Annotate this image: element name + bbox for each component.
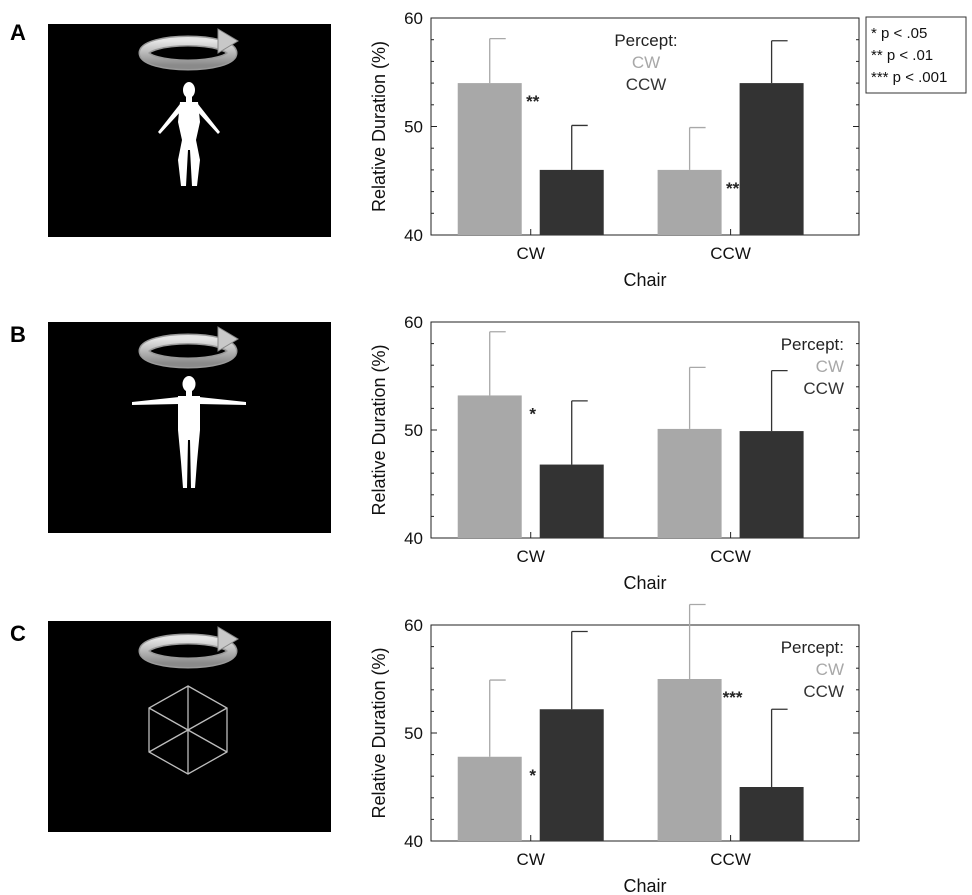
x-tick-label: CW xyxy=(517,547,545,566)
significance-key: * p < .05 ** p < .01 *** p < .001 xyxy=(865,16,967,94)
necker-cube-icon xyxy=(148,685,228,775)
bar-ccw-cw xyxy=(539,464,604,538)
key-line-1: * p < .05 xyxy=(871,25,927,42)
y-axis-label: Relative Duration (%) xyxy=(369,344,389,515)
bar-cw-ccw xyxy=(657,428,722,538)
x-axis-label: Chair xyxy=(623,573,666,593)
panel-letter-a: A xyxy=(10,20,26,45)
y-axis-label: Relative Duration (%) xyxy=(369,41,389,212)
chart-panel-a: 40 50 60 CW ** CCW ** Chair Relative Duration (%… xyxy=(369,9,860,290)
key-line-3: *** p < .001 xyxy=(871,69,947,86)
bar-cw-cw xyxy=(457,83,522,235)
male-figure-icon xyxy=(132,376,246,488)
significance-marker: ** xyxy=(526,92,540,111)
bar-ccw-cw xyxy=(539,709,604,841)
significance-marker: * xyxy=(529,766,536,785)
x-tick-label: CW xyxy=(517,850,545,869)
y-tick-label: 40 xyxy=(404,529,423,548)
significance-marker: *** xyxy=(723,688,743,707)
legend-item-ccw: CCW xyxy=(803,379,844,398)
legend-item-cw: CW xyxy=(816,660,844,679)
y-tick-label: 50 xyxy=(404,724,423,743)
x-axis-label: Chair xyxy=(623,876,666,895)
stimulus-panel-b: B xyxy=(10,322,331,533)
y-tick-label: 60 xyxy=(404,616,423,635)
stimulus-panel-a: A xyxy=(10,20,331,237)
legend-item-cw: CW xyxy=(632,53,660,72)
bar-cw-cw xyxy=(457,756,522,841)
x-tick-label: CW xyxy=(517,244,545,263)
key-line-2: ** p < .01 xyxy=(871,47,933,64)
chart-panel-c: 40 50 60 CW * CCW *** Chair Relative Duration (%… xyxy=(369,603,860,895)
significance-marker: ** xyxy=(726,179,740,198)
panel-letter-b: B xyxy=(10,322,26,347)
y-tick-label: 60 xyxy=(404,9,423,28)
y-tick-label: 40 xyxy=(404,832,423,851)
x-tick-label: CCW xyxy=(710,244,751,263)
bar-ccw-ccw xyxy=(739,83,804,235)
female-figure-icon xyxy=(158,82,220,186)
legend-title: Percept: xyxy=(781,638,844,657)
legend-title: Percept: xyxy=(781,335,844,354)
chart-panel-b: 40 50 60 CW * CCW Chair Relative Duration (%) Pe… xyxy=(369,313,860,593)
legend-item-cw: CW xyxy=(816,357,844,376)
bar-cw-ccw xyxy=(657,679,722,841)
x-axis-label: Chair xyxy=(623,270,666,290)
panel-letter-c: C xyxy=(10,621,26,646)
bar-cw-ccw xyxy=(657,169,722,235)
y-tick-label: 50 xyxy=(404,421,423,440)
bar-cw-cw xyxy=(457,395,522,538)
legend-item-ccw: CCW xyxy=(803,682,844,701)
bar-ccw-ccw xyxy=(739,787,804,841)
x-tick-label: CCW xyxy=(710,850,751,869)
y-tick-label: 50 xyxy=(404,118,423,137)
bar-ccw-ccw xyxy=(739,431,804,538)
y-axis-label: Relative Duration (%) xyxy=(369,647,389,818)
y-tick-label: 40 xyxy=(404,226,423,245)
legend-item-ccw: CCW xyxy=(626,75,667,94)
stimulus-panel-c: C xyxy=(10,621,331,832)
legend-title: Percept: xyxy=(614,31,677,50)
y-tick-label: 60 xyxy=(404,313,423,332)
significance-marker: * xyxy=(529,404,536,423)
x-tick-label: CCW xyxy=(710,547,751,566)
bar-ccw-cw xyxy=(539,169,604,235)
